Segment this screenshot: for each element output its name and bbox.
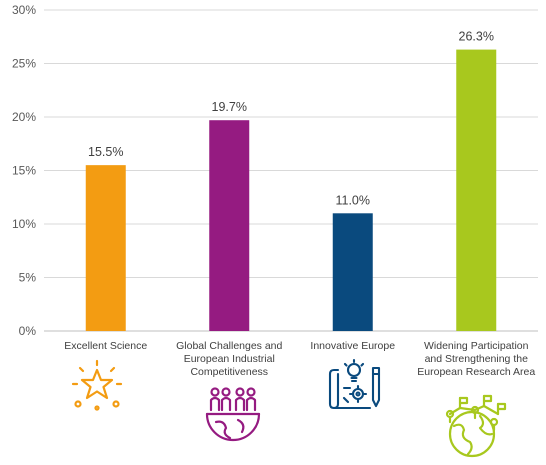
y-tick-label: 10%: [12, 217, 36, 231]
category-label-innovative-europe: Innovative Europe: [310, 340, 396, 352]
y-tick-label: 5%: [19, 271, 37, 285]
bar: [332, 213, 373, 331]
gridlines: [44, 9, 538, 332]
category-label-widening-participation: Widening Participation and Strengthening…: [417, 340, 536, 378]
y-tick-label: 15%: [12, 164, 36, 178]
bar: [85, 165, 126, 331]
bars: [85, 49, 497, 332]
data-labels: 15.5% 19.7% 11.0% 26.3%: [88, 30, 494, 208]
globe-network-icon: [445, 394, 507, 458]
category-label-excellent-science: Excellent Science: [64, 340, 148, 352]
y-tick-label: 0%: [19, 324, 37, 338]
blueprint-innovation-icon: [328, 358, 381, 410]
y-tick-label: 20%: [12, 110, 36, 124]
category-label-global-challenges: Global Challenges and European Industria…: [176, 340, 283, 378]
people-globe-icon: [205, 387, 261, 442]
data-label: 11.0%: [335, 193, 370, 207]
star-burst-icon: [71, 359, 123, 411]
y-axis: 0% 5% 10% 15% 20% 25% 30%: [12, 3, 36, 338]
y-tick-label: 25%: [12, 57, 36, 71]
bar: [209, 120, 250, 332]
y-tick-label: 30%: [12, 3, 36, 17]
data-label: 26.3%: [459, 30, 494, 44]
bar: [456, 49, 497, 332]
data-label: 15.5%: [88, 145, 123, 159]
data-label: 19.7%: [212, 100, 247, 114]
